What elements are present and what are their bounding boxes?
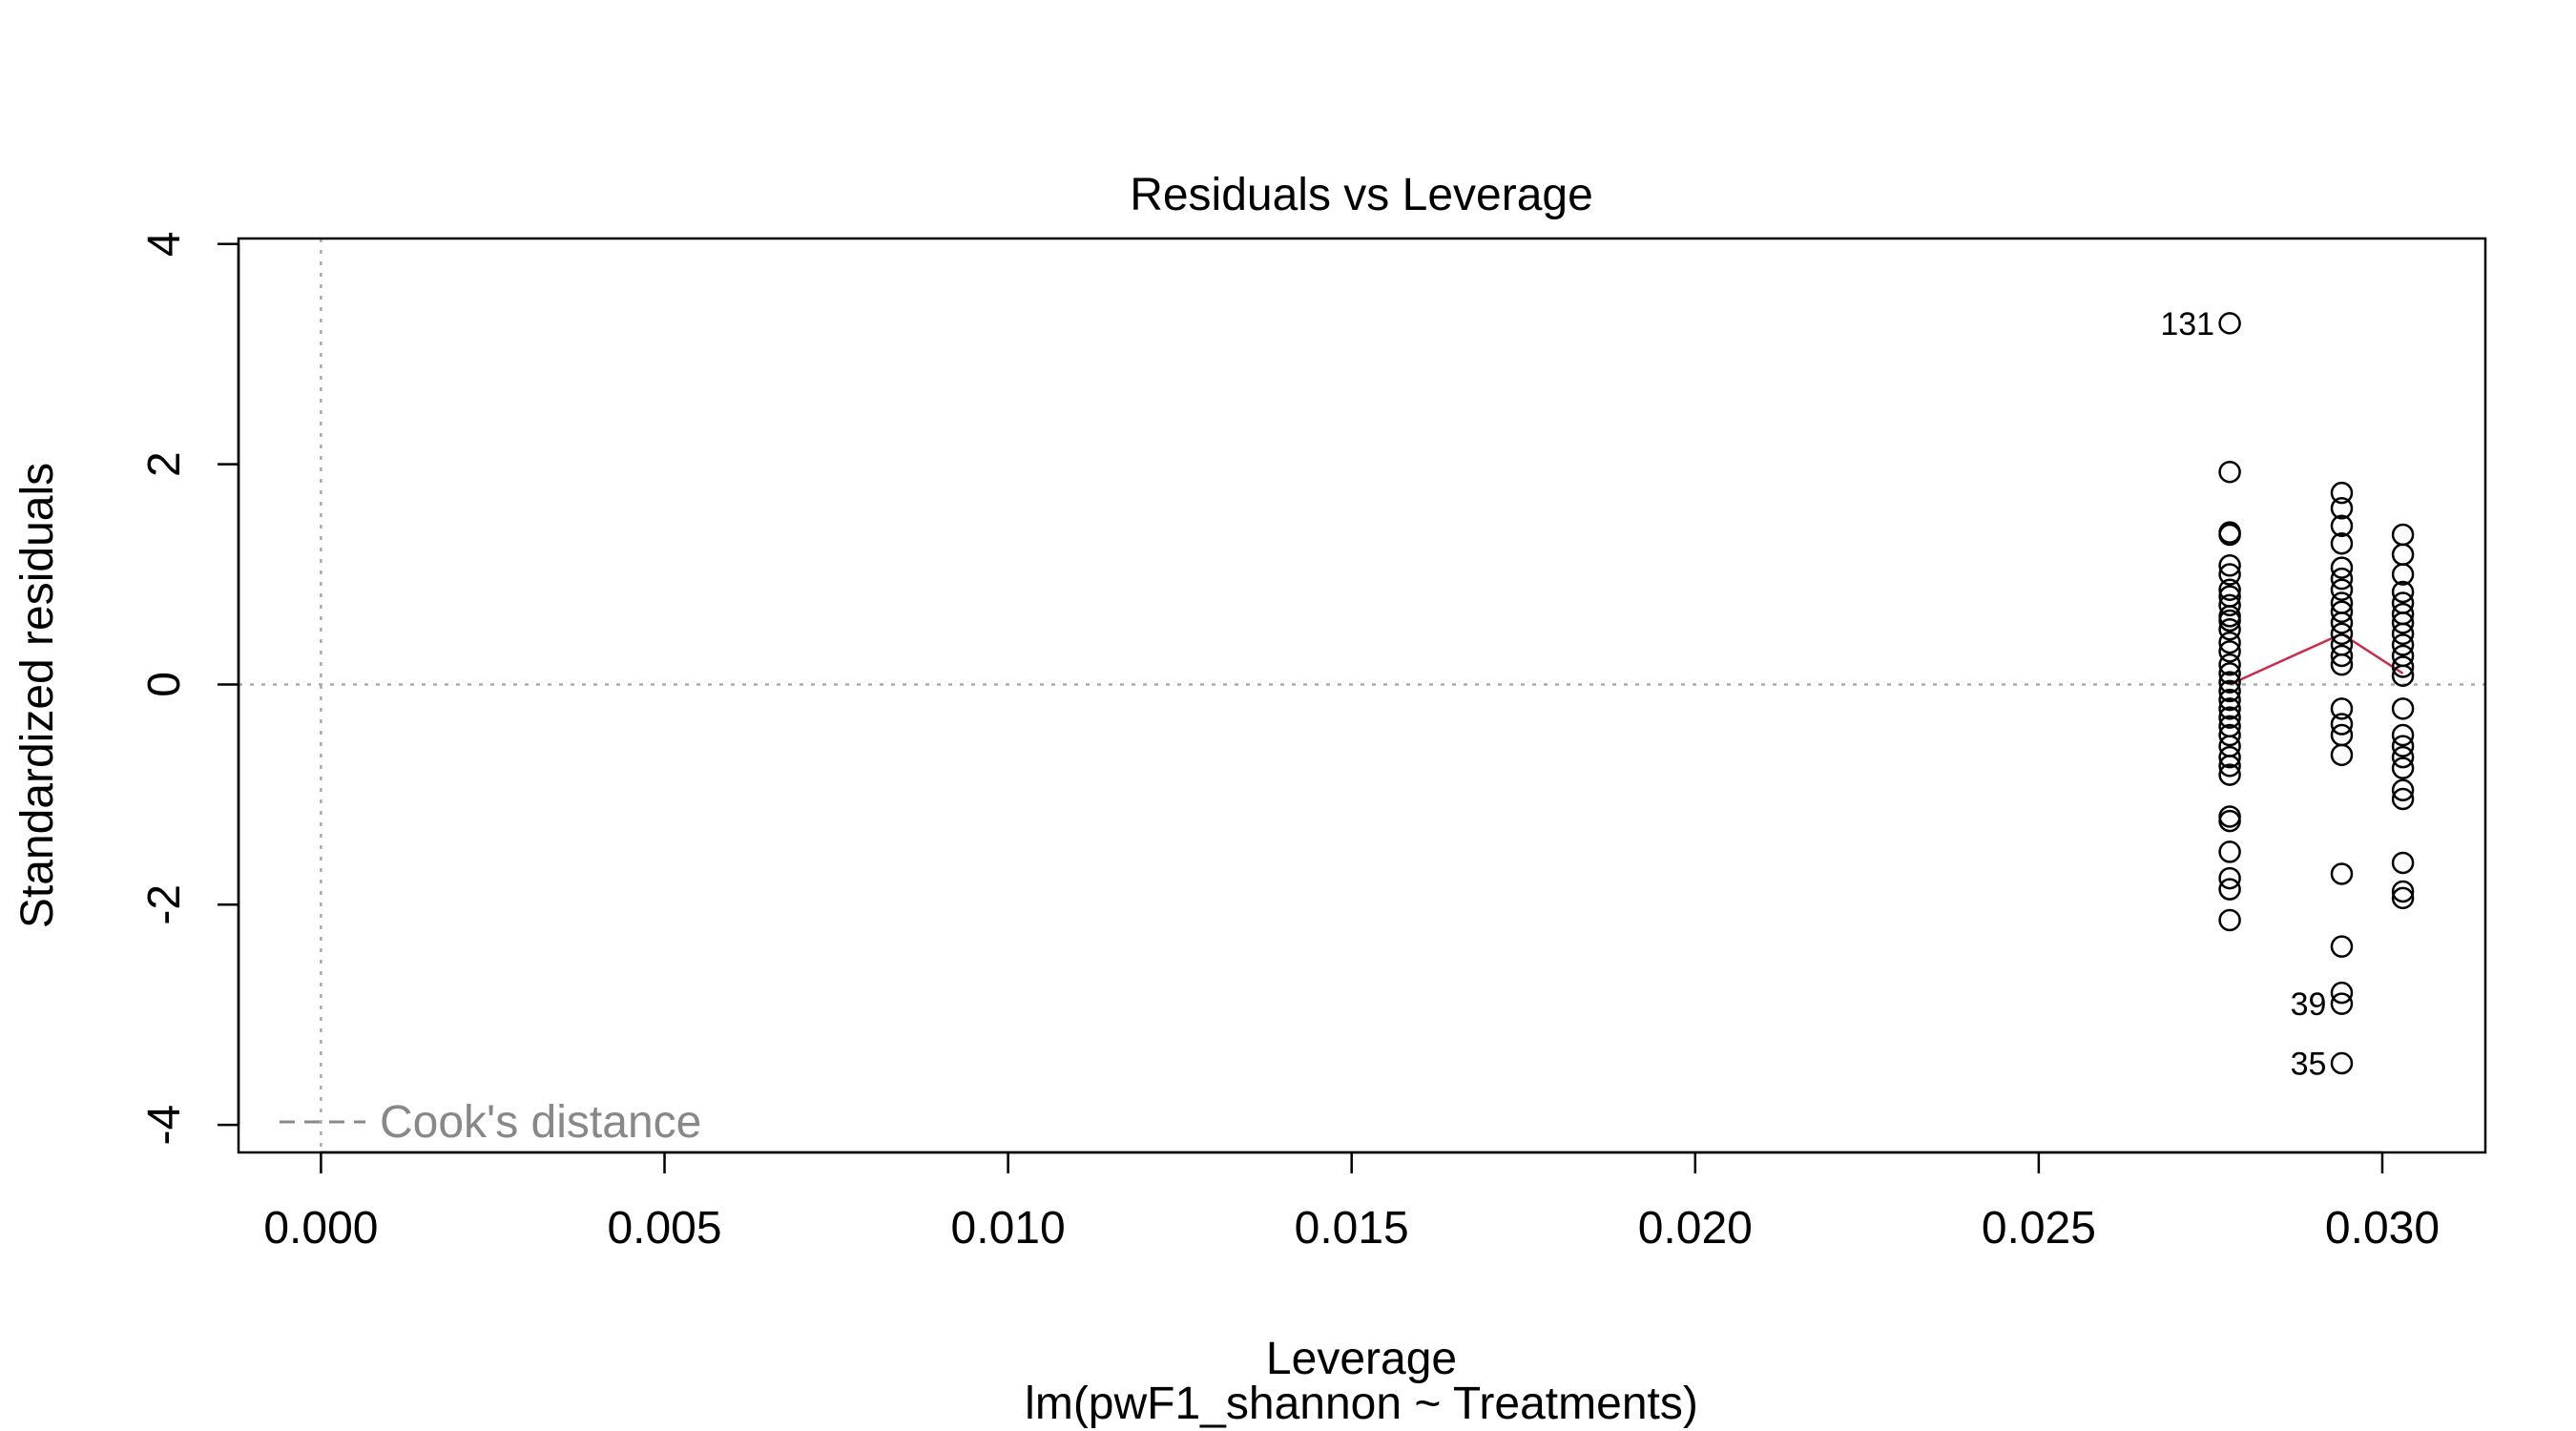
- data-point: [2391, 787, 2415, 811]
- data-point: [2330, 981, 2354, 1005]
- data-point: [2218, 688, 2241, 712]
- x-tick-label: 0.020: [1638, 1203, 1753, 1254]
- data-point: [2391, 633, 2415, 656]
- data-point: [2330, 591, 2354, 614]
- data-point: [2330, 713, 2354, 736]
- data-point: [2218, 521, 2241, 544]
- smooth-line-group: [2229, 632, 2404, 686]
- data-point: [2330, 697, 2354, 720]
- data-point: [2391, 543, 2415, 567]
- y-tick-label: -4: [139, 1105, 190, 1146]
- data-point: [2330, 992, 2354, 1015]
- data-point: [2391, 563, 2415, 586]
- legend: Cook's distance: [280, 1097, 701, 1148]
- x-tick-label: 0.000: [263, 1203, 378, 1254]
- data-point: [2330, 743, 2354, 767]
- x-tick-label: 0.025: [1982, 1203, 2096, 1254]
- point-label-group: 131 39 35: [2160, 306, 2326, 1083]
- data-point: [2218, 460, 2241, 484]
- point-label: 131: [2160, 306, 2214, 342]
- data-point: [2218, 653, 2241, 676]
- data-point: [2391, 655, 2415, 678]
- point-label: 39: [2291, 986, 2327, 1023]
- data-point: [2218, 593, 2241, 617]
- data-point: [2391, 580, 2415, 604]
- data-point: [2218, 631, 2241, 654]
- data-point: [2218, 805, 2241, 828]
- legend-label-cooks-distance: Cook's distance: [380, 1097, 701, 1148]
- y-axis: -4 -2 0 2 4: [139, 231, 240, 1146]
- data-point: [2218, 840, 2241, 863]
- data-point: [2218, 578, 2241, 601]
- data-point: [2391, 778, 2415, 802]
- data-point: [2391, 851, 2415, 875]
- y-tick-label: 0: [139, 672, 190, 697]
- smooth-line: [2229, 632, 2404, 686]
- y-tick-label: 4: [139, 231, 190, 257]
- y-tick-label: 2: [139, 451, 190, 477]
- point-group: [2218, 312, 2415, 1075]
- data-point: [2218, 763, 2241, 786]
- data-point: [2218, 908, 2241, 932]
- data-point: [2391, 622, 2415, 646]
- x-tick-label: 0.015: [1295, 1203, 1409, 1254]
- data-point: [2330, 556, 2354, 579]
- data-point: [2218, 745, 2241, 769]
- data-point: [2330, 622, 2354, 646]
- data-point: [2330, 653, 2354, 676]
- data-point: [2218, 609, 2241, 633]
- data-point: [2391, 664, 2415, 687]
- data-point: [2391, 697, 2415, 720]
- data-point: [2218, 554, 2241, 577]
- data-point: [2218, 662, 2241, 685]
- data-point: [2391, 745, 2415, 769]
- data-point: [2330, 578, 2354, 601]
- data-point: [2391, 612, 2415, 634]
- data-point: [2330, 644, 2354, 668]
- data-point: [2218, 706, 2241, 729]
- data-point: [2218, 640, 2241, 663]
- data-point: [2218, 723, 2241, 747]
- plot-frame: [237, 237, 2487, 1154]
- data-point: [2330, 935, 2354, 958]
- data-point: [2330, 481, 2354, 505]
- data-point: [2218, 671, 2241, 694]
- data-point: [2218, 755, 2241, 778]
- reference-lines: [239, 238, 2485, 1152]
- point-label: 35: [2291, 1047, 2327, 1083]
- data-point: [2218, 563, 2241, 586]
- x-tick-label: 0.030: [2325, 1203, 2440, 1254]
- data-point: [2218, 809, 2241, 833]
- data-point: [2330, 612, 2354, 634]
- data-point: [2330, 514, 2354, 538]
- x-tick-label: 0.005: [607, 1203, 721, 1254]
- data-point: [2218, 697, 2241, 720]
- data-point: [2330, 600, 2354, 624]
- data-point: [2218, 617, 2241, 641]
- data-point: [2218, 866, 2241, 890]
- data-point: [2391, 735, 2415, 757]
- y-axis-title: Standardized residuals: [12, 463, 63, 928]
- data-point: [2391, 880, 2415, 903]
- y-tick-label: -2: [139, 884, 190, 925]
- data-point: [2391, 523, 2415, 547]
- data-point: [2330, 1051, 2354, 1075]
- data-point: [2391, 723, 2415, 747]
- data-point: [2330, 567, 2354, 591]
- data-point: [2218, 679, 2241, 703]
- x-tick-label: 0.010: [951, 1203, 1066, 1254]
- data-point: [2330, 862, 2354, 885]
- x-axis-title: Leverage: [1266, 1334, 1457, 1384]
- data-point: [2218, 878, 2241, 901]
- data-point: [2218, 312, 2241, 335]
- x-axis: 0.000 0.005 0.010 0.015 0.020 0.025 0.030: [263, 1151, 2440, 1254]
- data-point: [2330, 531, 2354, 555]
- data-point: [2391, 886, 2415, 910]
- data-point: [2330, 497, 2354, 520]
- chart-title: Residuals vs Leverage: [1130, 170, 1593, 220]
- data-point: [2391, 757, 2415, 779]
- model-formula: lm(pwF1_shannon ~ Treatments): [1025, 1379, 1698, 1429]
